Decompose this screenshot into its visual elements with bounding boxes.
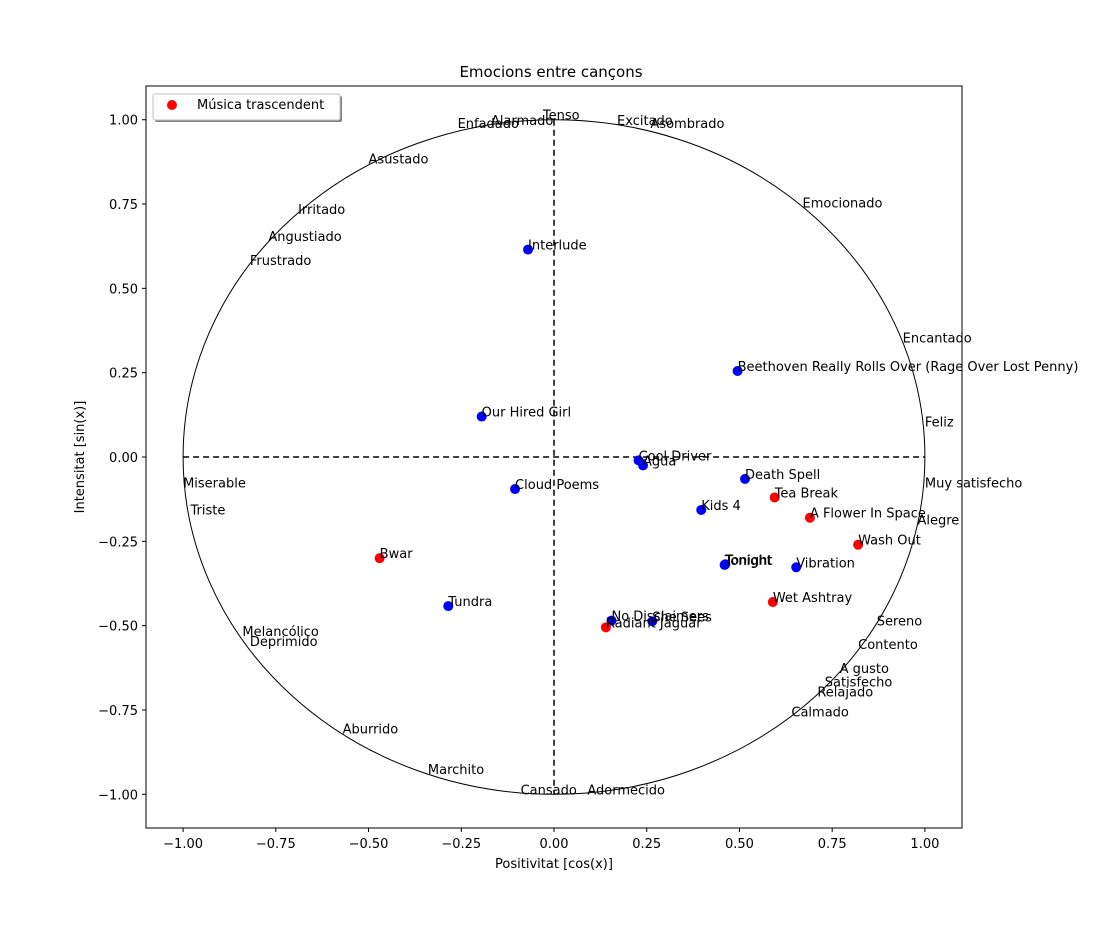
song-label: Tonight (724, 554, 772, 569)
emotion-label: Feliz (925, 416, 954, 431)
song-label: Wet Ashtray (773, 591, 853, 606)
emotion-label: Encantado (903, 331, 972, 346)
y-tick-label: 0.25 (109, 367, 138, 382)
y-tick-label: −1.00 (98, 788, 138, 803)
song-point (804, 512, 815, 523)
y-tick-label: 0.50 (109, 282, 138, 297)
emotion-label: Satisfecho (825, 675, 893, 690)
emotion-label: Enfadado (458, 117, 519, 132)
song-label: Cool Driver (639, 449, 712, 464)
song-point (600, 622, 611, 633)
song-label: She Sees (652, 610, 712, 625)
song-label: Tonight (724, 553, 772, 568)
x-tick-label: −0.75 (256, 837, 296, 852)
y-tick-label: −0.25 (98, 535, 138, 550)
x-tick-label: 1.00 (910, 837, 939, 852)
song-label: Wash Out (858, 534, 921, 549)
song-label: Interlude (528, 239, 587, 254)
emotion-label: Sereno (877, 615, 923, 630)
song-label: A Flower In Space (810, 507, 926, 522)
emotion-label: Calmado (791, 706, 849, 721)
song-point (791, 562, 802, 573)
emotion-label: Asombrado (650, 117, 724, 132)
song-label: Bwar (380, 547, 414, 562)
song-label: Death Spell (745, 468, 820, 483)
song-point (853, 539, 864, 550)
song-point (647, 616, 658, 627)
y-tick-label: 1.00 (109, 114, 138, 129)
song-point (740, 473, 751, 484)
song-label: Our Hired Girl (482, 406, 571, 421)
emotion-label: Cansado (521, 783, 577, 798)
song-label: Kids 4 (701, 499, 741, 514)
emotion-label: Aburrido (343, 723, 399, 738)
song-point (638, 460, 649, 471)
song-point (720, 559, 731, 570)
x-axis-ticks: −1.00 −0.75 −0.50 −0.25 0.00 0.25 0.50 0.75 1.00 (163, 828, 939, 852)
song-point (606, 615, 617, 626)
song-point (523, 244, 534, 255)
emotion-label: Relajado (817, 685, 873, 700)
emotion-label: Alarmado (491, 114, 553, 129)
emotion-label: Adormecido (587, 783, 665, 798)
emotion-label: Deprimido (250, 635, 318, 650)
y-tick-label: −0.75 (98, 704, 138, 719)
song-point (476, 411, 487, 422)
y-tick-label: −0.50 (98, 620, 138, 635)
song-label: Tea Break (774, 486, 839, 501)
emotion-label: Angustiado (268, 230, 341, 245)
emotion-label: Muy satisfecho (925, 476, 1022, 491)
song-label: Tundra (447, 595, 492, 610)
song-label: Agua (643, 454, 676, 469)
x-tick-label: 0.75 (818, 837, 847, 852)
chart-title: Emocions entre cançons (459, 63, 642, 81)
emotion-label: Marchito (428, 763, 484, 778)
song-point (374, 553, 385, 564)
song-point (769, 492, 780, 503)
x-tick-label: 0.50 (725, 837, 754, 852)
legend-marker (167, 100, 177, 110)
emotion-label: Tenso (542, 109, 580, 124)
x-tick-label: −0.50 (349, 837, 389, 852)
song-label: Vibration (796, 556, 855, 571)
emotion-label: Triste (190, 503, 226, 518)
emotion-label: Miserable (183, 476, 246, 491)
y-tick-label: 0.00 (109, 451, 138, 466)
x-axis-label: Positivitat [cos(x)] (495, 857, 613, 872)
song-point (510, 484, 521, 495)
emotion-label: Irritado (298, 203, 345, 218)
emotion-label: Asustado (369, 153, 429, 168)
emotion-label: Emocionado (803, 196, 883, 211)
legend: Música trascendent (152, 93, 342, 122)
emotion-label: Melancólico (242, 625, 319, 640)
x-tick-label: −1.00 (163, 837, 203, 852)
emotion-label: Alegre (917, 513, 959, 528)
y-tick-label: 0.75 (109, 198, 138, 213)
song-label: Radiant Jaguar (606, 616, 702, 631)
song-point (696, 504, 707, 515)
song-point (767, 597, 778, 608)
emotion-label: Contento (858, 638, 918, 653)
x-tick-label: 0.25 (632, 837, 661, 852)
emotion-label: Excitado (617, 114, 673, 129)
song-label: Cloud Poems (515, 478, 599, 493)
song-point (443, 601, 454, 612)
legend-box (152, 93, 341, 121)
x-tick-label: 0.00 (540, 837, 569, 852)
song-label: Beethoven Really Rolls Over (Rage Over L… (738, 360, 1079, 375)
emotion-label: A gusto (840, 662, 889, 677)
x-tick-label: −0.25 (441, 837, 481, 852)
y-axis-ticks: 1.00 0.75 0.50 0.25 0.00 −0.25 −0.50 −0.75 −1.00 (98, 114, 146, 803)
legend-label: Música trascendent (197, 98, 324, 113)
emotion-label: Frustrado (250, 254, 312, 269)
song-label: No Disclaimers (611, 610, 709, 625)
song-point (732, 365, 743, 376)
y-axis-label: Intensitat [sin(x)] (73, 401, 88, 514)
